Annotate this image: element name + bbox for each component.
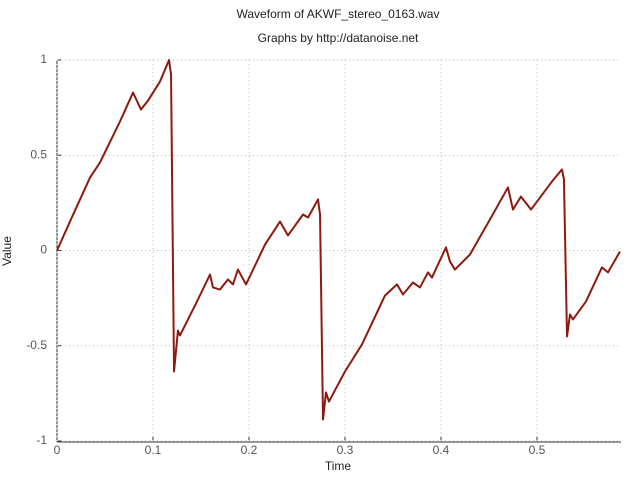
waveform-line xyxy=(56,59,621,421)
y-tick-label: 0 xyxy=(40,243,47,257)
x-tick-label: 0.1 xyxy=(145,443,162,457)
x-tick-label: 0.5 xyxy=(529,443,546,457)
y-axis-label: Value xyxy=(0,236,14,266)
y-tick-label: -0.5 xyxy=(26,338,47,352)
x-tick-label: 0.2 xyxy=(241,443,258,457)
x-tick-label: 0 xyxy=(54,443,61,457)
x-axis-label: Time xyxy=(325,459,352,473)
y-tick-label: 1 xyxy=(40,52,47,66)
x-tick-label: 0.4 xyxy=(433,443,450,457)
y-tick-label: -1 xyxy=(36,433,47,447)
chart-subtitle: Graphs by http://datanoise.net xyxy=(258,31,419,45)
x-tick-label: 0.3 xyxy=(337,443,354,457)
chart-title: Waveform of AKWF_stereo_0163.wav xyxy=(237,7,440,21)
y-tick-label: 0.5 xyxy=(30,147,47,161)
